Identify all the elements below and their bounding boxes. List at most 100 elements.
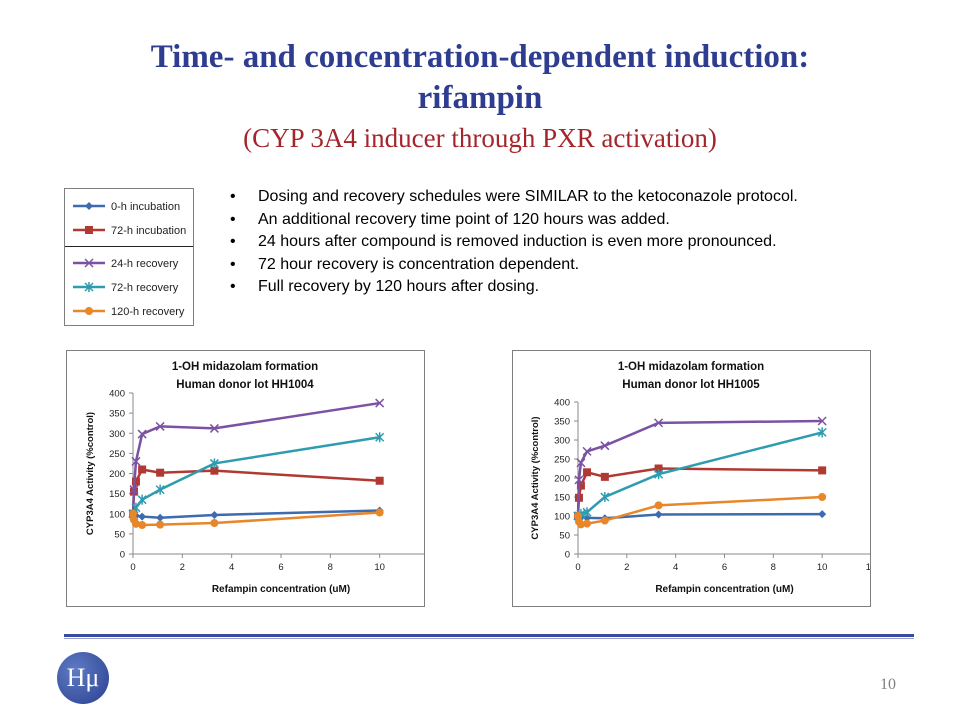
data-point — [582, 446, 592, 456]
x-tick-label: 12 — [866, 562, 870, 573]
x-axis-label: Refampin concentration (uM) — [655, 584, 793, 595]
data-point — [131, 456, 141, 466]
y-tick-label: 400 — [109, 389, 125, 400]
x-tick-label: 6 — [278, 562, 283, 573]
legend-divider — [65, 246, 193, 247]
company-logo: Hμ — [57, 652, 109, 704]
chart-title: 1-OH midazolam formation — [172, 361, 318, 373]
data-point — [138, 465, 147, 474]
data-point — [654, 501, 663, 510]
data-point — [375, 476, 384, 485]
y-tick-label: 250 — [109, 449, 125, 460]
data-point — [137, 429, 147, 439]
data-point — [137, 494, 147, 505]
data-point — [209, 423, 219, 433]
bullet-item: 24 hours after compound is removed induc… — [230, 231, 955, 254]
bullet-item: Full recovery by 120 hours after dosing. — [230, 276, 955, 299]
data-point — [574, 475, 584, 485]
y-tick-label: 100 — [554, 512, 570, 523]
y-tick-label: 200 — [554, 474, 570, 485]
y-tick-label: 300 — [109, 429, 125, 440]
x-tick-label: 6 — [722, 562, 727, 573]
x-tick-label: 8 — [771, 562, 776, 573]
data-point — [600, 441, 610, 451]
data-point — [210, 466, 219, 475]
slide-title-line1: Time- and concentration-dependent induct… — [150, 39, 810, 75]
chart-hh1004-plot: 1-OH midazolam formation Human donor lot … — [85, 361, 424, 595]
x-tick-label: 0 — [130, 562, 135, 573]
chart-subtitle: Human donor lot HH1004 — [176, 379, 314, 391]
data-point — [375, 508, 384, 517]
y-tick-label: 0 — [120, 550, 125, 561]
data-point — [576, 458, 586, 468]
page-number: 10 — [880, 676, 896, 693]
legend-marker — [85, 202, 93, 210]
data-point — [818, 510, 827, 519]
x-tick-label: 0 — [575, 562, 580, 573]
bullet-item: Dosing and recovery schedules were SIMIL… — [230, 186, 955, 209]
y-tick-label: 150 — [109, 489, 125, 500]
x-tick-label: 2 — [180, 562, 185, 573]
data-point — [156, 468, 165, 477]
data-point — [600, 472, 609, 481]
data-point — [129, 509, 137, 518]
data-point — [582, 507, 592, 518]
footer-rule — [64, 634, 914, 637]
legend-graphics: 0-h incubation 72-h incubation 24-h recove… — [73, 201, 186, 318]
y-axis-label: CYP3A4 Activity (%control) — [85, 412, 96, 535]
data-point — [375, 432, 385, 443]
x-tick-label: 10 — [374, 562, 385, 573]
x-tick-label: 8 — [328, 562, 333, 573]
legend-marker — [84, 282, 94, 292]
slide-title-line2: rifampin — [417, 80, 543, 116]
y-tick-label: 50 — [114, 529, 125, 540]
data-point — [583, 468, 592, 477]
data-point — [576, 520, 585, 529]
data-point — [583, 519, 592, 528]
data-point — [817, 427, 827, 438]
data-point — [155, 421, 165, 431]
x-tick-label: 2 — [624, 562, 629, 573]
data-point — [600, 492, 610, 502]
x-tick-label: 4 — [229, 562, 234, 573]
data-point — [654, 464, 663, 473]
legend-marker — [85, 226, 93, 234]
data-point — [210, 510, 219, 519]
y-tick-label: 300 — [554, 436, 570, 447]
bullet-list: Dosing and recovery schedules were SIMIL… — [230, 186, 955, 299]
data-point — [138, 521, 147, 530]
y-tick-label: 200 — [109, 469, 125, 480]
y-tick-label: 400 — [554, 398, 570, 409]
chart-hh1005: 1-OH midazolam formation Human donor lot … — [512, 350, 871, 607]
legend-label: 24-h recovery — [111, 258, 179, 270]
bullet-item: 72 hour recovery is concentration depend… — [230, 254, 955, 277]
bullet-item: An additional recovery time point of 120… — [230, 209, 955, 232]
data-point — [817, 416, 827, 426]
data-point — [155, 484, 165, 495]
data-point — [654, 510, 663, 519]
data-point — [654, 469, 664, 480]
data-point — [131, 519, 140, 528]
x-axis-label: Refampin concentration (uM) — [212, 584, 350, 595]
footer-rule-thin — [64, 638, 914, 639]
chart-hh1004: 1-OH midazolam formation Human donor lot … — [66, 350, 425, 607]
chart-title: 1-OH midazolam formation — [618, 361, 764, 373]
y-tick-label: 0 — [565, 550, 570, 561]
y-tick-label: 250 — [554, 455, 570, 466]
data-point — [156, 513, 165, 522]
legend-label: 0-h incubation — [111, 201, 180, 213]
legend-label: 120-h recovery — [111, 306, 185, 318]
data-point — [156, 520, 165, 529]
y-tick-label: 150 — [554, 493, 570, 504]
y-tick-label: 350 — [109, 409, 125, 420]
data-point — [818, 493, 827, 501]
data-point — [375, 398, 385, 408]
data-point — [583, 513, 592, 522]
data-point — [600, 516, 609, 525]
data-point — [209, 458, 219, 469]
series-line — [131, 468, 380, 514]
data-point — [129, 485, 139, 495]
legend-label: 72-h recovery — [111, 282, 179, 294]
series-line — [131, 401, 380, 514]
data-point — [210, 519, 219, 528]
